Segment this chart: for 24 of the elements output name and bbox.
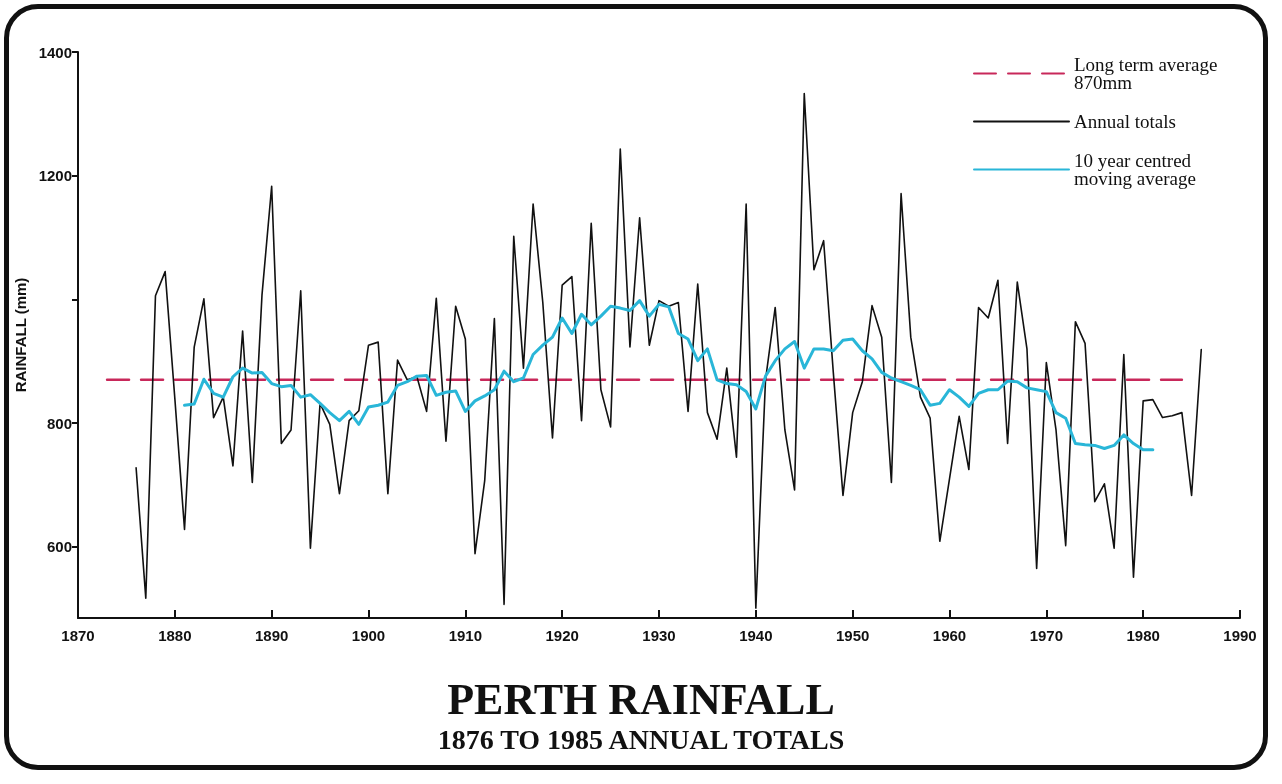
y-axis-title: RAINFALL (mm) [11, 277, 29, 393]
y-tick-label: 800 [46, 414, 72, 432]
x-tick-label: 1900 [351, 627, 386, 644]
x-tick-label: 1870 [61, 627, 95, 644]
x-tick-label: 1990 [1223, 627, 1257, 644]
x-tick-label: 1960 [932, 627, 967, 644]
x-tick-label: 1970 [1029, 627, 1064, 644]
x-tick-label: 1890 [254, 627, 289, 644]
legend-label: Annual totals [1074, 111, 1176, 132]
x-tick-label: 1880 [158, 627, 192, 644]
x-tick-label: 1910 [448, 627, 483, 644]
y-tick-label: 600 [46, 538, 72, 556]
x-tick-label: 1940 [739, 627, 773, 644]
text: 1876 TO 1985 ANNUAL TOTALS [437, 723, 845, 755]
line-series [183, 299, 1155, 452]
x-tick-label: 1920 [545, 627, 579, 644]
text: PERTH RAINFALL [447, 674, 835, 724]
legend-label: 10 year centred moving average [1074, 150, 1196, 189]
y-tick-label: 1400 [38, 43, 72, 61]
x-tick-label: 1930 [642, 627, 676, 644]
legend-label: Long term average 870mm [1074, 54, 1223, 93]
y-tick-label: 1200 [38, 167, 72, 185]
x-tick-label: 1980 [1126, 627, 1160, 644]
x-tick-label: 1950 [835, 627, 870, 644]
